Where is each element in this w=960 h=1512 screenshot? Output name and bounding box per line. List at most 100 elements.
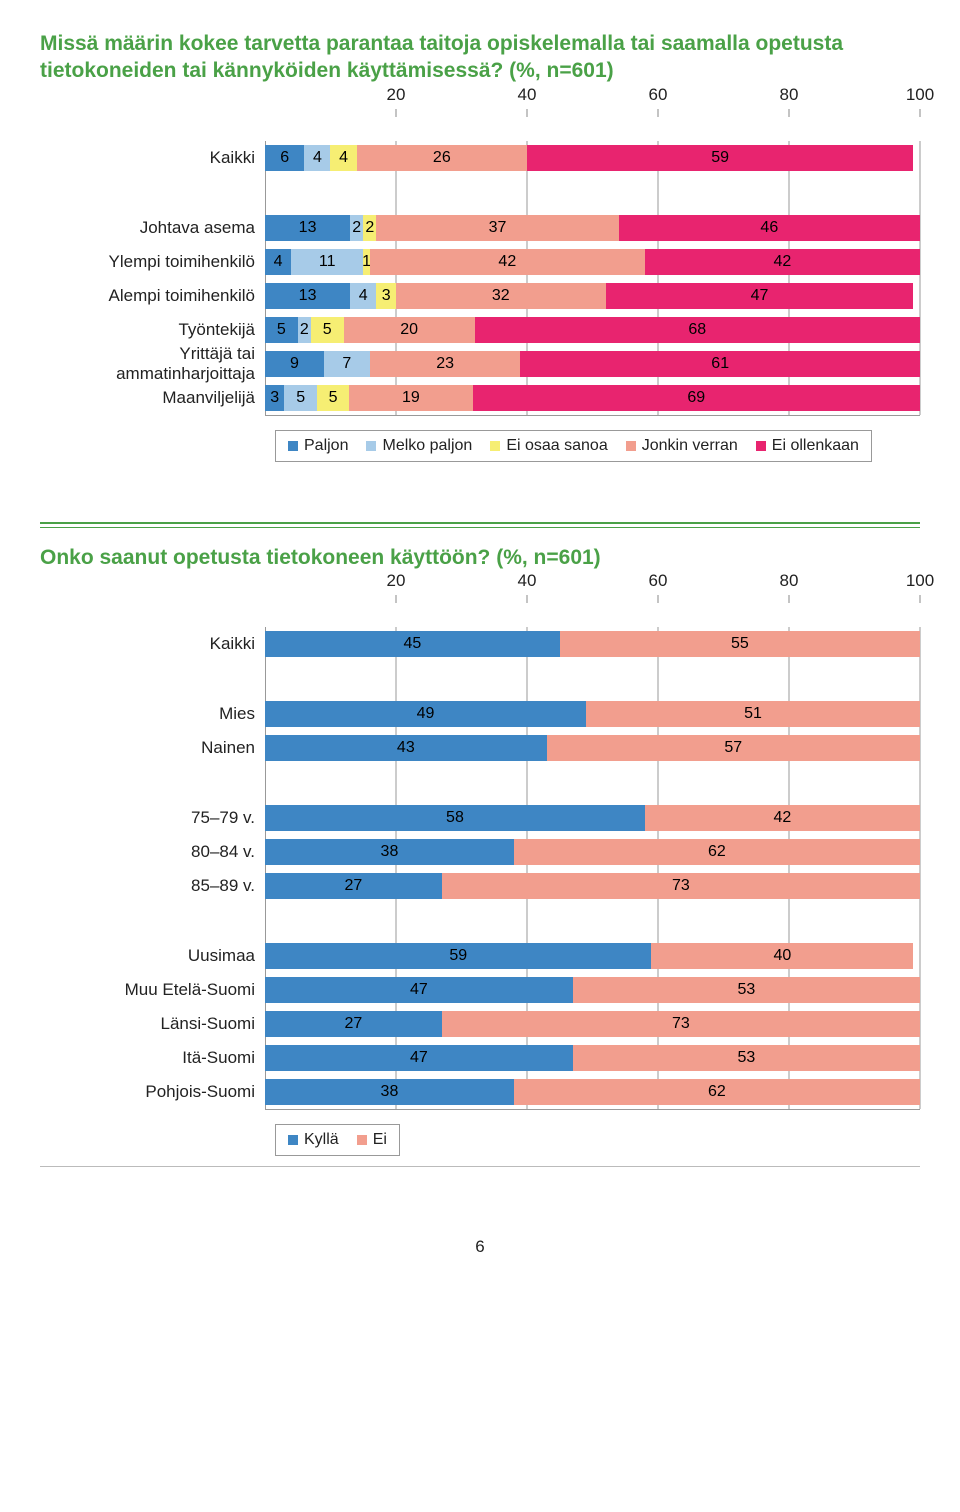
legend-item: Melko paljon [366, 437, 472, 455]
bar-segment: 6 [265, 145, 304, 171]
bottom-plot [265, 415, 920, 416]
row-plot: 2773 [265, 869, 920, 903]
gridline [789, 903, 790, 939]
axis-tick-label: 100 [906, 571, 934, 591]
bar-segment: 23 [370, 351, 521, 377]
chart2-area: 20406080100Kaikki4555Mies4951Nainen43577… [40, 595, 920, 1110]
gridline [396, 765, 397, 801]
row-label: 80–84 v. [40, 842, 265, 862]
bar-track: 4555 [265, 631, 920, 657]
bar-segment: 61 [520, 351, 920, 377]
bar-track: 4951 [265, 701, 920, 727]
row-label: Työntekijä [40, 320, 265, 340]
bar-segment: 5 [317, 385, 349, 411]
bar-segment: 4 [330, 145, 356, 171]
bar-segment: 47 [265, 977, 573, 1003]
bar-segment: 4 [350, 283, 376, 309]
bottom-border-row [40, 415, 920, 416]
row-plot: 4753 [265, 1041, 920, 1075]
bar-segment: 73 [442, 873, 920, 899]
bar-segment: 5 [311, 317, 344, 343]
gridline [658, 175, 659, 211]
bar-track: 6442659 [265, 145, 920, 171]
bar-segment: 13 [265, 215, 350, 241]
page-number: 6 [40, 1237, 920, 1257]
bar-segment: 20 [344, 317, 475, 343]
legend-item: Ei [357, 1131, 387, 1149]
row-label: Uusimaa [40, 946, 265, 966]
row-plot: 4753 [265, 973, 920, 1007]
bar-segment: 27 [265, 873, 442, 899]
row-label: Nainen [40, 738, 265, 758]
bar-track: 2773 [265, 873, 920, 899]
axis-tick [396, 595, 397, 603]
bar-segment: 59 [265, 943, 651, 969]
legend-swatch [626, 441, 636, 451]
gridline [920, 903, 921, 939]
bar-row: Työntekijä5252068 [40, 313, 920, 347]
row-plot: 3862 [265, 1075, 920, 1109]
bar-segment: 53 [573, 977, 920, 1003]
gap-plot [265, 765, 920, 801]
bar-track: 13223746 [265, 215, 920, 241]
row-plot: 4951 [265, 697, 920, 731]
chart2-legend: KylläEi [275, 1124, 400, 1156]
bar-segment: 69 [473, 385, 920, 411]
row-label: 75–79 v. [40, 808, 265, 828]
bar-segment: 47 [606, 283, 914, 309]
bar-segment: 42 [645, 805, 920, 831]
bar-row: Länsi-Suomi2773 [40, 1007, 920, 1041]
bar-track: 5842 [265, 805, 920, 831]
chart1-area: 20406080100Kaikki6442659Johtava asema132… [40, 109, 920, 416]
bar-row: Kaikki4555 [40, 627, 920, 661]
chart-need-improve-skills: Missä määrin kokee tarvetta parantaa tai… [40, 30, 920, 462]
gridline [396, 903, 397, 939]
axis-row: 20406080100 [40, 109, 920, 141]
bar-track: 4753 [265, 977, 920, 1003]
gridline [396, 661, 397, 697]
axis-tick [396, 109, 397, 117]
bar-segment: 42 [645, 249, 920, 275]
gap-plot [265, 175, 920, 211]
bar-segment: 2 [298, 317, 311, 343]
bar-segment: 3 [376, 283, 396, 309]
bar-segment: 43 [265, 735, 547, 761]
plot-border [265, 661, 266, 697]
bar-segment: 40 [651, 943, 913, 969]
axis-tick [920, 595, 921, 603]
gridline [658, 903, 659, 939]
legend-swatch [756, 441, 766, 451]
axis-tick [789, 109, 790, 117]
gridline [920, 765, 921, 801]
bar-segment: 9 [265, 351, 324, 377]
bar-row: Maanviljelijä3551969 [40, 381, 920, 415]
axis-tick-label: 100 [906, 85, 934, 105]
chart1-title: Missä määrin kokee tarvetta parantaa tai… [40, 30, 920, 85]
row-label: Alempi toimihenkilö [40, 286, 265, 306]
axis-tick-label: 20 [387, 571, 406, 591]
axis-tick-label: 60 [649, 571, 668, 591]
chart-body: Kaikki6442659Johtava asema13223746Ylempi… [40, 141, 920, 416]
bar-row: Pohjois-Suomi3862 [40, 1075, 920, 1109]
axis-tick-label: 20 [387, 85, 406, 105]
bar-segment: 26 [357, 145, 527, 171]
bar-segment: 57 [547, 735, 920, 761]
bar-row: 75–79 v.5842 [40, 801, 920, 835]
row-plot: 972361 [265, 347, 920, 381]
bar-segment: 5 [284, 385, 316, 411]
group-gap [40, 175, 920, 211]
bar-row: 80–84 v.3862 [40, 835, 920, 869]
divider [40, 522, 920, 528]
gridline [789, 765, 790, 801]
bar-row: Ylempi toimihenkilö41114242 [40, 245, 920, 279]
chart-received-teaching: Onko saanut opetusta tietokoneen käyttöö… [40, 544, 920, 1156]
bar-segment: 2 [350, 215, 363, 241]
bar-segment: 4 [265, 249, 291, 275]
row-plot: 4357 [265, 731, 920, 765]
row-label: Ylempi toimihenkilö [40, 252, 265, 272]
gridline [789, 175, 790, 211]
legend-label: Ei [373, 1131, 387, 1149]
bar-segment: 62 [514, 1079, 920, 1105]
bottom-plot [265, 1109, 920, 1110]
row-plot: 6442659 [265, 141, 920, 175]
